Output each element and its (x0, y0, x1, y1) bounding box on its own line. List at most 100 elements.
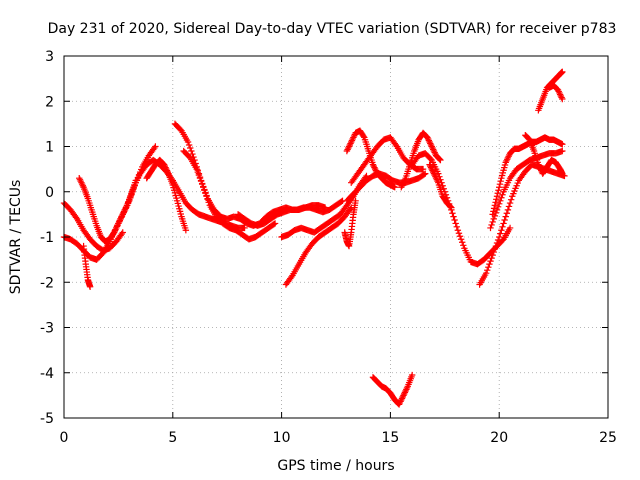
data-point (197, 177, 205, 185)
data-point (117, 215, 124, 223)
y-axis-label: SDTVAR / TECUs (8, 180, 24, 295)
data-point (460, 242, 467, 249)
grid-lines (64, 56, 608, 418)
data-point (430, 170, 438, 177)
series-arc-6 (143, 156, 190, 234)
data-point (345, 144, 352, 152)
data-point (121, 206, 129, 214)
data-point (200, 184, 207, 191)
data-point (401, 176, 409, 183)
data-point (536, 164, 544, 171)
data-point (497, 177, 504, 185)
data-point (507, 196, 515, 203)
data-point (557, 92, 565, 100)
data-point (398, 184, 405, 191)
data-point (72, 214, 80, 221)
data-point (426, 161, 433, 168)
data-point (497, 230, 504, 237)
y-tick-label: 1 (45, 140, 54, 156)
data-point (491, 245, 499, 253)
x-tick-label: 15 (381, 430, 399, 446)
data-point (453, 223, 460, 231)
data-point (429, 168, 437, 176)
data-point (360, 133, 367, 140)
series-arc-11 (278, 172, 370, 241)
data-point (124, 199, 132, 206)
data-point (437, 156, 444, 164)
data-point (198, 181, 206, 188)
series-arc-2 (60, 199, 126, 254)
data-point (114, 221, 121, 229)
data-point (403, 386, 410, 393)
data-point (346, 205, 354, 213)
data-point (371, 165, 379, 173)
data-point (424, 135, 432, 143)
data-point (185, 141, 193, 149)
data-point (452, 220, 459, 227)
series-arc-13 (343, 127, 398, 191)
data-point (559, 170, 566, 177)
data-point (499, 223, 506, 231)
data-point (400, 390, 408, 398)
data-point (427, 155, 434, 163)
data-point (485, 263, 492, 271)
data-point (195, 171, 203, 179)
data-point (371, 164, 378, 171)
data-point (163, 167, 171, 174)
data-point (399, 393, 406, 401)
data-point (490, 248, 497, 256)
data-point (430, 147, 438, 155)
data-point (450, 213, 457, 220)
data-point (403, 384, 411, 392)
series-arc-8 (180, 147, 279, 243)
data-point (559, 95, 566, 103)
data-point (115, 218, 123, 226)
data-point (78, 181, 86, 188)
data-point (504, 154, 512, 162)
data-point (428, 165, 435, 173)
data-point (79, 182, 87, 189)
data-point (189, 150, 196, 158)
y-tick-label: -2 (40, 275, 54, 291)
data-point (556, 89, 563, 97)
data-point (487, 257, 494, 265)
data-point (161, 162, 169, 170)
data-point (535, 161, 542, 168)
data-point (505, 203, 513, 210)
data-point (525, 135, 532, 142)
data-point (482, 270, 490, 277)
data-point (270, 220, 278, 228)
data-point (429, 146, 437, 153)
data-point (491, 202, 499, 209)
data-point (489, 251, 496, 259)
data-point (113, 224, 120, 232)
data-point (428, 143, 435, 150)
data-point (76, 174, 83, 182)
data-point (398, 182, 406, 189)
data-point (202, 190, 209, 197)
data-point (494, 190, 501, 197)
data-point (493, 239, 501, 247)
data-point (454, 227, 462, 234)
data-point (127, 193, 134, 200)
series-arc-10 (282, 204, 355, 288)
data-point (128, 190, 135, 197)
x-axis-label: GPS time / hours (277, 458, 394, 474)
data-point (348, 138, 355, 146)
data-point (201, 187, 208, 194)
data-point (122, 205, 129, 212)
data-point (502, 159, 509, 166)
data-point (419, 165, 427, 173)
data-point (129, 187, 136, 194)
data-point (427, 164, 435, 171)
data-point (110, 229, 118, 236)
data-point (392, 141, 400, 149)
data-point (505, 153, 512, 160)
y-tick-label: 0 (45, 185, 54, 201)
data-point (121, 208, 128, 215)
data-point (160, 161, 168, 168)
y-tick-label: -5 (40, 411, 54, 427)
data-point (86, 283, 94, 290)
data-point (503, 157, 510, 165)
data-point (420, 171, 428, 178)
